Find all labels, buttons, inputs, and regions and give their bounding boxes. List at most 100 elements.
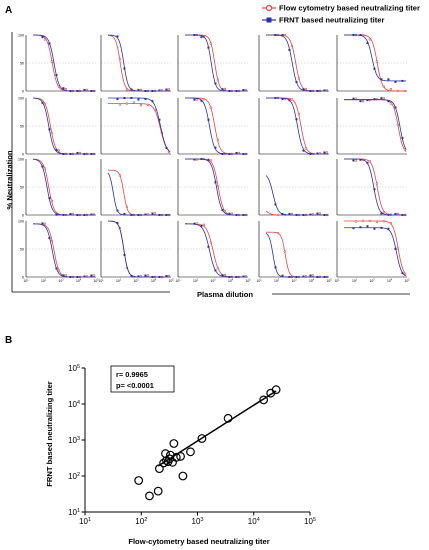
subplot-7	[100, 97, 171, 155]
flow-point	[216, 78, 220, 82]
frnt-point	[401, 137, 404, 140]
frnt-point	[302, 149, 305, 152]
frnt-point	[288, 212, 291, 215]
frnt-point	[295, 214, 298, 216]
frnt-point	[242, 275, 245, 278]
frnt-point	[387, 100, 390, 103]
flow-point	[354, 159, 358, 162]
frnt-point	[62, 87, 65, 90]
frnt-point	[55, 148, 58, 151]
frnt-fit-line	[185, 223, 248, 278]
frnt-point	[302, 275, 305, 278]
flow-point	[209, 241, 213, 244]
subplot-20: 101 102 103 104 105	[334, 219, 410, 283]
flow-point	[153, 212, 157, 215]
x-tick-label: 101	[256, 279, 262, 283]
flow-point	[230, 212, 234, 215]
frnt-point	[193, 222, 196, 225]
x-tick-label: 102	[135, 517, 147, 526]
frnt-point	[316, 276, 319, 278]
flow-fit-line	[344, 220, 407, 275]
flow-point	[389, 221, 393, 225]
frnt-point	[83, 88, 86, 91]
frnt-point	[76, 151, 79, 154]
frnt-point	[235, 151, 238, 154]
frnt-point	[62, 153, 65, 155]
frnt-point	[158, 276, 161, 278]
frnt-point	[90, 90, 93, 92]
frnt-point	[165, 274, 168, 277]
flow-point	[209, 159, 213, 162]
data-point	[169, 439, 179, 448]
frnt-point	[359, 100, 362, 103]
frnt-point	[352, 159, 355, 162]
x-tick-label: 101	[334, 279, 340, 283]
frnt-point	[359, 226, 362, 229]
frnt-point	[394, 106, 397, 109]
flow-point	[297, 112, 301, 116]
frnt-point	[281, 274, 284, 277]
flow-point	[50, 131, 54, 135]
y-tick-label: 105	[68, 364, 80, 373]
data-point	[134, 476, 144, 485]
frnt-point	[116, 35, 119, 38]
subplot-1: 100 50 0	[18, 34, 96, 94]
x-tick-label: 103	[369, 279, 375, 283]
flow-point	[354, 220, 358, 223]
flow-point	[276, 213, 280, 217]
frnt-point	[41, 222, 44, 225]
data-point	[159, 458, 169, 468]
frnt-fit-line	[344, 34, 407, 82]
flow-point	[318, 212, 322, 215]
flow-point	[50, 60, 54, 63]
frnt-fit-line	[107, 172, 171, 216]
frnt-point	[394, 80, 397, 83]
frnt-point	[76, 214, 79, 216]
data-point	[178, 471, 188, 481]
flow-point	[216, 266, 220, 270]
frnt-fit-line	[32, 223, 96, 278]
frnt-point	[137, 275, 140, 278]
flow-point	[396, 123, 400, 127]
subplot-11: 100 50 0	[18, 158, 96, 218]
frnt-point	[200, 99, 203, 102]
flow-point	[57, 149, 61, 152]
frnt-fit-line	[185, 97, 248, 155]
subplot-19: 101 102 103 104 105	[256, 221, 332, 283]
subplot-10	[336, 97, 407, 155]
flow-point	[382, 85, 386, 88]
flow-point	[146, 103, 150, 107]
frnt-point	[352, 227, 355, 230]
y-tick-label: 50	[20, 248, 24, 252]
frnt-point	[221, 153, 224, 155]
flow-point	[297, 77, 301, 80]
flow-fit-line	[266, 231, 329, 278]
x-tick-label: 102	[116, 279, 122, 283]
flow-point	[368, 160, 372, 163]
frnt-point	[228, 212, 231, 215]
data-point	[176, 452, 185, 461]
frnt-point	[359, 34, 362, 36]
frnt-point	[144, 274, 147, 277]
y-tick-label: 0	[22, 153, 24, 157]
frnt-fit-line	[108, 97, 171, 153]
frnt-point	[90, 213, 93, 216]
legend-flow-marker	[262, 4, 276, 12]
frnt-point	[387, 227, 390, 230]
x-tick-label: 104	[228, 279, 234, 283]
frnt-point	[295, 118, 298, 121]
frnt-point	[130, 214, 133, 216]
flow-point	[167, 88, 171, 91]
frnt-point	[214, 146, 217, 149]
x-tick-label: 101	[79, 517, 91, 526]
subplot-2	[100, 34, 171, 93]
flow-point	[125, 102, 129, 105]
flow-point	[202, 223, 206, 227]
frnt-point	[207, 158, 210, 161]
x-tick-label: 103	[291, 279, 297, 283]
x-tick-label: 104	[248, 517, 260, 526]
flow-point	[43, 102, 47, 106]
subplot-12	[100, 159, 171, 217]
